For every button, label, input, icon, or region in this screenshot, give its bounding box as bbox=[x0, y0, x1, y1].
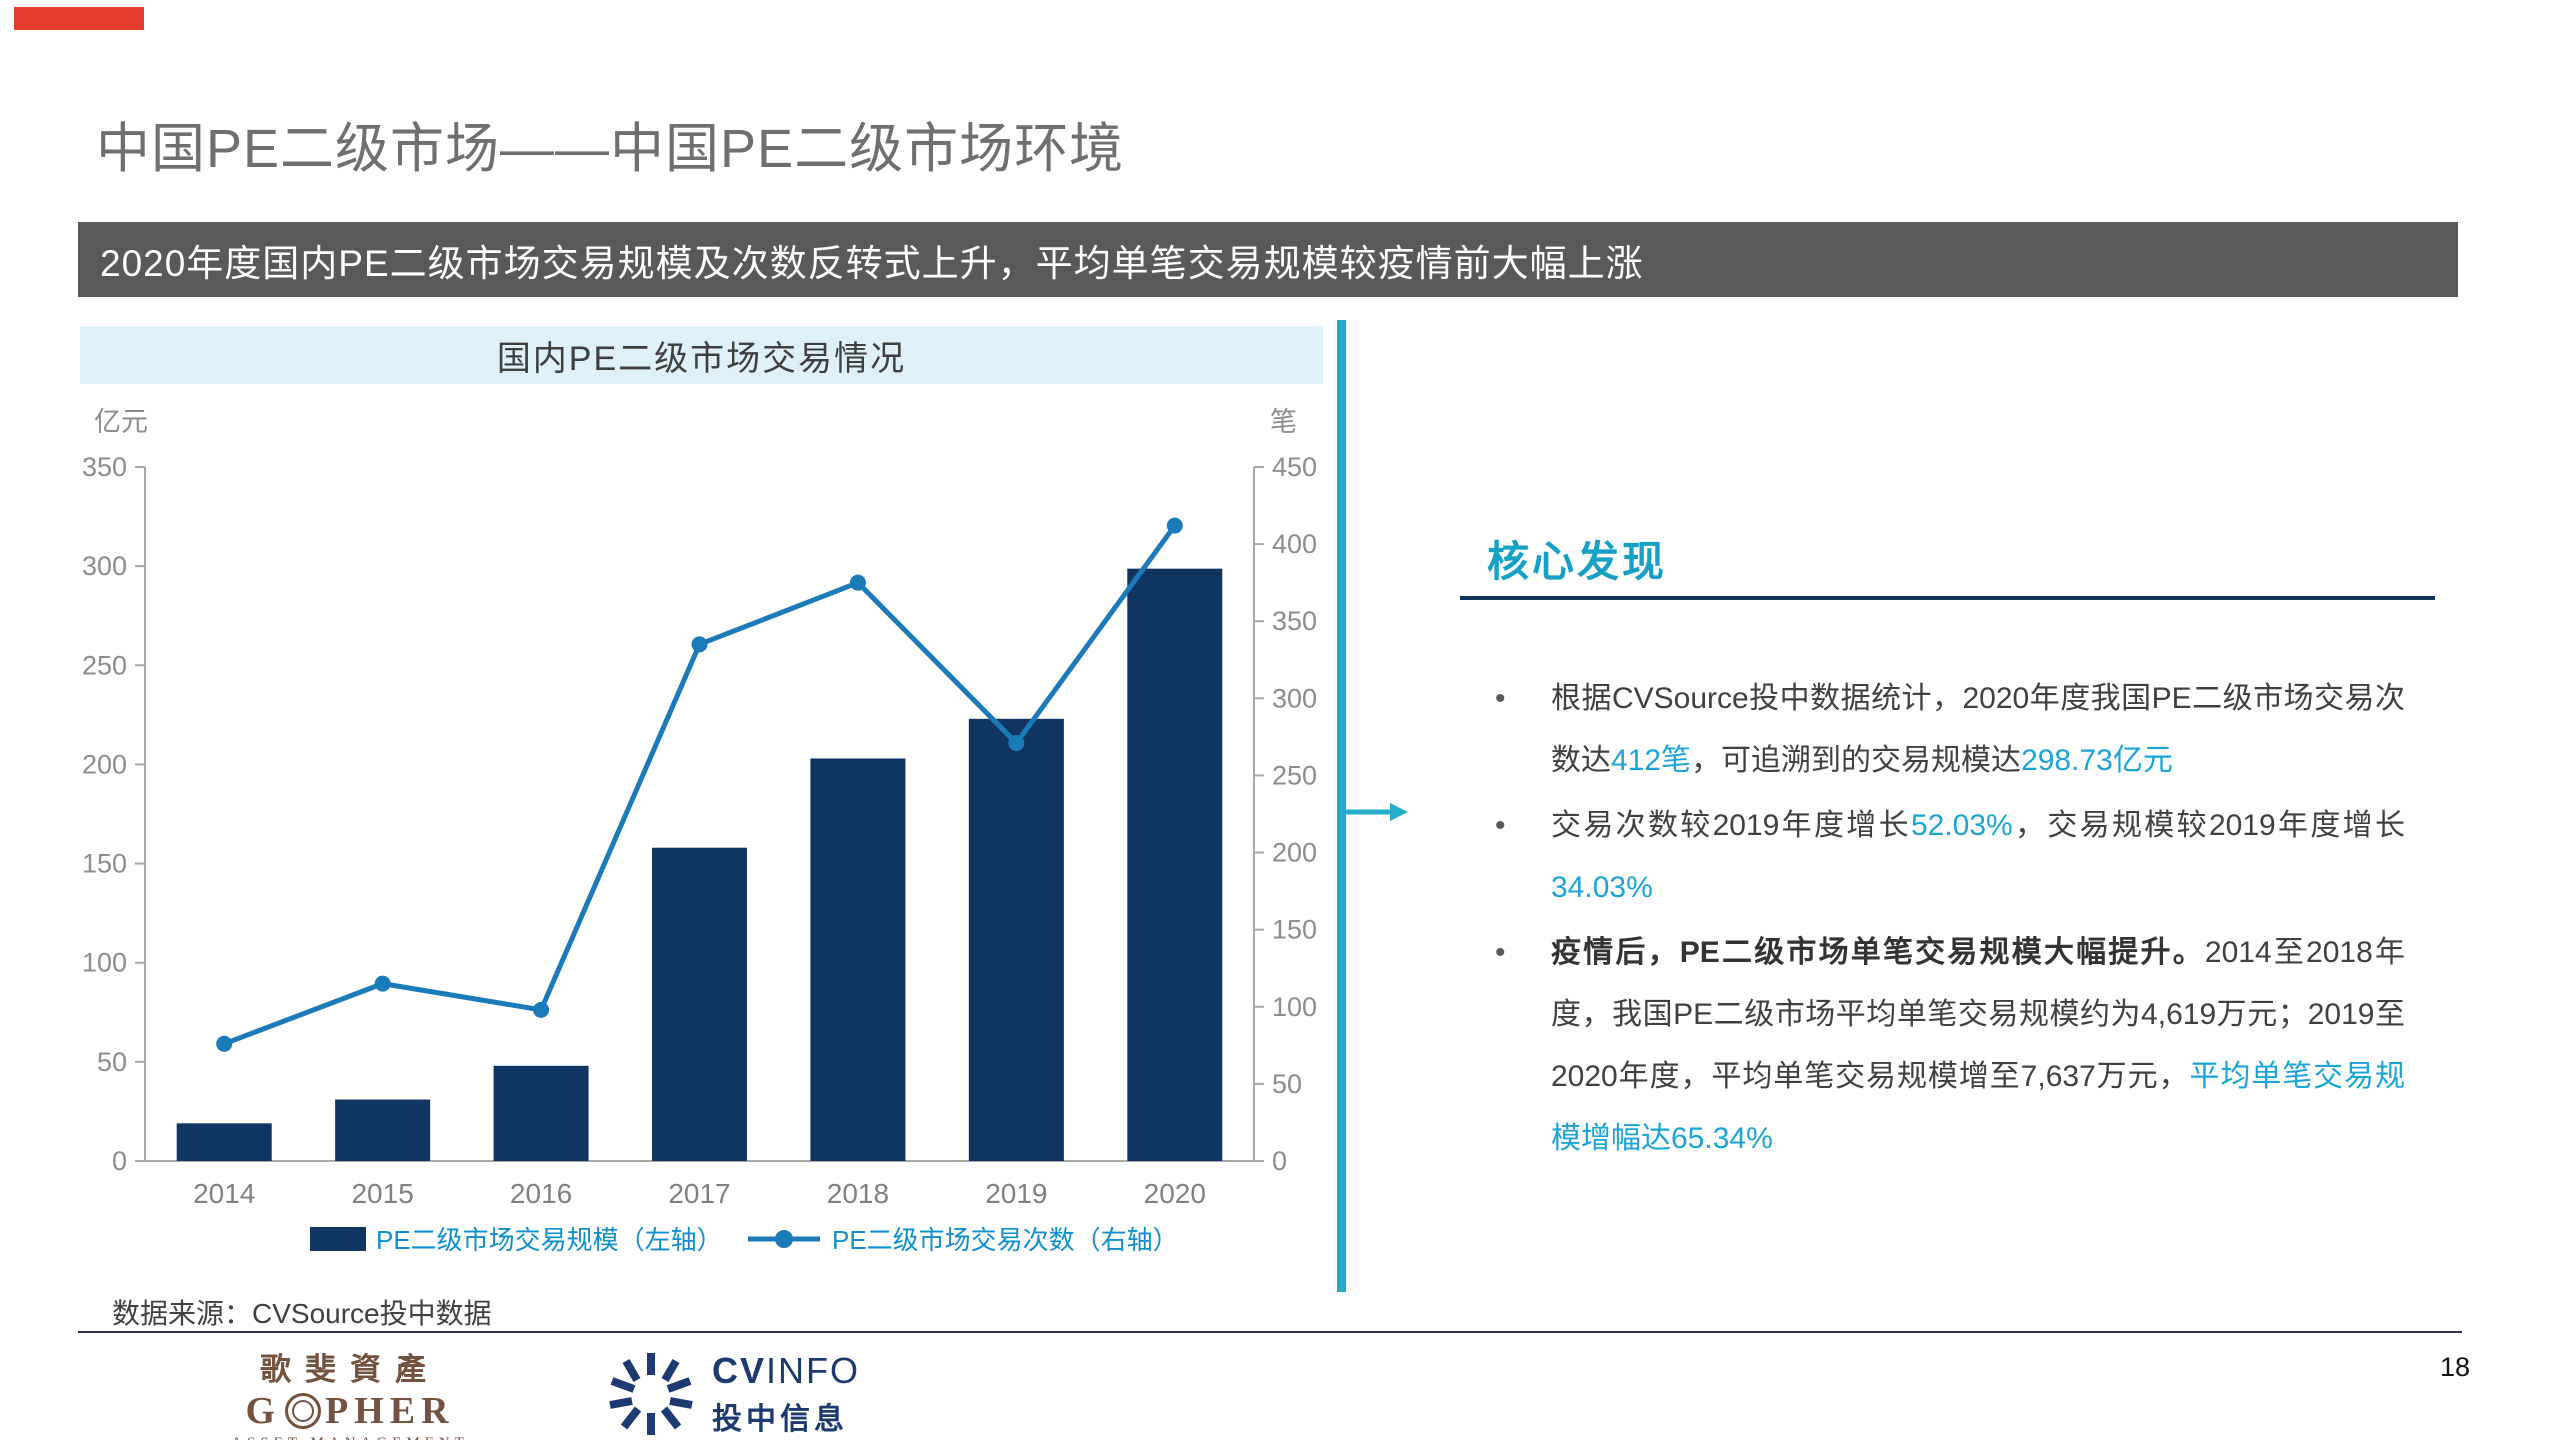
gopher-wordmark-right: PHER bbox=[325, 1390, 455, 1432]
svg-text:250: 250 bbox=[82, 650, 127, 680]
svg-text:350: 350 bbox=[1272, 606, 1317, 636]
key-findings-list: • 根据CVSource投中数据统计，2020年度我国PE二级市场交易次数达412… bbox=[1493, 668, 2405, 1173]
cvinfo-info-text: INFO bbox=[766, 1350, 861, 1391]
cvinfo-logo: CVINFO 投中信息 bbox=[608, 1350, 860, 1438]
svg-text:0: 0 bbox=[112, 1146, 127, 1176]
svg-text:2020: 2020 bbox=[1144, 1178, 1206, 1209]
svg-text:350: 350 bbox=[82, 452, 127, 482]
svg-text:2018: 2018 bbox=[827, 1178, 889, 1209]
finding-text-segment: 疫情后，PE二级市场单笔交易规模大幅提升。 bbox=[1551, 936, 2205, 969]
headline-banner: 2020年度国内PE二级市场交易规模及次数反转式上升，平均单笔交易规模较疫情前大… bbox=[78, 222, 2458, 297]
svg-text:300: 300 bbox=[82, 551, 127, 581]
footer-divider-line bbox=[78, 1331, 2462, 1333]
svg-text:450: 450 bbox=[1272, 452, 1317, 482]
svg-text:200: 200 bbox=[82, 749, 127, 779]
right-axis-unit: 笔 bbox=[1270, 407, 1297, 437]
finding-text-segment: ，交易规模较2019年度增长 bbox=[2012, 809, 2405, 842]
gopher-logo-chinese: 歌斐資產 bbox=[260, 1352, 440, 1387]
svg-text:2019: 2019 bbox=[985, 1178, 1047, 1209]
finding-text-segment: ，可追溯到的交易规模达 bbox=[1691, 744, 2022, 777]
data-source-note: 数据来源：CVSource投中数据 bbox=[112, 1298, 492, 1329]
chart-title-band: 国内PE二级市场交易情况 bbox=[80, 326, 1323, 384]
bullet-dot-icon: • bbox=[1495, 682, 1506, 715]
svg-text:2015: 2015 bbox=[351, 1178, 413, 1209]
svg-text:0: 0 bbox=[1272, 1146, 1287, 1176]
svg-text:300: 300 bbox=[1272, 683, 1317, 713]
key-findings-underline bbox=[1460, 596, 2435, 600]
chart-svg: 0 50 100 150 200 250 300 350 0 50 100 150 200 250 300 3… bbox=[82, 452, 1317, 1255]
page-title: 中国PE二级市场——中国PE二级市场环境 bbox=[96, 119, 1125, 179]
finding-text-segment: 交易次数较2019年度增长 bbox=[1551, 809, 1911, 842]
page-number: 18 bbox=[2440, 1352, 2471, 1382]
key-findings-heading: 核心发现 bbox=[1487, 538, 1668, 585]
gopher-logo-wordmark: G PHER bbox=[150, 1389, 550, 1433]
svg-text:2017: 2017 bbox=[668, 1178, 730, 1209]
finding-text-segment: 根据CVSource投中数据统计，2020年度我国PE二级市场交易次数达 bbox=[1551, 682, 2405, 777]
svg-text:50: 50 bbox=[97, 1047, 127, 1077]
svg-text:50: 50 bbox=[1272, 1069, 1302, 1099]
finding-text-segment: 34.03% bbox=[1551, 871, 1653, 904]
left-axis-unit: 亿元 bbox=[94, 407, 148, 437]
finding-text-segment: 52.03% bbox=[1910, 809, 2013, 842]
cvinfo-cv-text: CV bbox=[712, 1350, 767, 1391]
svg-text:100: 100 bbox=[82, 948, 127, 978]
finding-text-segment: 412笔 bbox=[1611, 744, 1692, 777]
finding-text-segment: 平均单笔交易规模增幅达65.34% bbox=[1551, 1060, 2405, 1155]
top-left-accent-bar bbox=[14, 7, 144, 30]
arrow-right-icon bbox=[1346, 803, 1408, 821]
chart-title: 国内PE二级市场交易情况 bbox=[496, 339, 907, 378]
gopher-logo-subtitle: ASSET MANAGEMENT bbox=[150, 1435, 550, 1440]
finding-bullet: • 交易次数较2019年度增长52.03%，交易规模较2019年度增长 34.03% bbox=[1493, 795, 2405, 919]
finding-bullet: • 根据CVSource投中数据统计，2020年度我国PE二级市场交易次数达412… bbox=[1493, 668, 2405, 792]
cvinfo-chinese-text: 投中信息 bbox=[712, 1403, 848, 1436]
svg-text:PE二级市场交易规模（左轴）: PE二级市场交易规模（左轴） bbox=[376, 1225, 723, 1255]
headline-banner-text: 2020年度国内PE二级市场交易规模及次数反转式上升，平均单笔交易规模较疫情前大… bbox=[100, 242, 1644, 284]
svg-text:2014: 2014 bbox=[193, 1178, 255, 1209]
svg-text:200: 200 bbox=[1272, 838, 1317, 868]
svg-text:400: 400 bbox=[1272, 529, 1317, 559]
gopher-ring-icon bbox=[285, 1393, 321, 1429]
svg-text:2016: 2016 bbox=[510, 1178, 572, 1209]
gopher-wordmark-left: G bbox=[245, 1390, 281, 1432]
finding-bullet: • 疫情后，PE二级市场单笔交易规模大幅提升。2014至2018年度，我国PE二级… bbox=[1493, 922, 2405, 1170]
svg-text:PE二级市场交易次数（右轴）: PE二级市场交易次数（右轴） bbox=[832, 1225, 1179, 1255]
section-divider-line bbox=[1337, 320, 1346, 1292]
svg-text:100: 100 bbox=[1272, 992, 1317, 1022]
svg-text:250: 250 bbox=[1272, 760, 1317, 790]
bullet-dot-icon: • bbox=[1495, 936, 1506, 969]
svg-text:150: 150 bbox=[82, 849, 127, 879]
svg-text:150: 150 bbox=[1272, 915, 1317, 945]
bullet-dot-icon: • bbox=[1495, 809, 1506, 842]
finding-text-segment: 2014至2018年度，我国PE二级市场平均单笔交易规模约为4,619万元；20… bbox=[1551, 936, 2405, 1093]
chart-card: 国内PE二级市场交易情况 亿元 笔 0 50 100 150 200 250 300 350 0… bbox=[80, 326, 1323, 1290]
cvinfo-starburst-icon bbox=[609, 1353, 693, 1435]
cvinfo-wordmark: CVINFO 投中信息 bbox=[712, 1350, 860, 1438]
finding-text-segment: 298.73亿元 bbox=[2021, 744, 2173, 777]
